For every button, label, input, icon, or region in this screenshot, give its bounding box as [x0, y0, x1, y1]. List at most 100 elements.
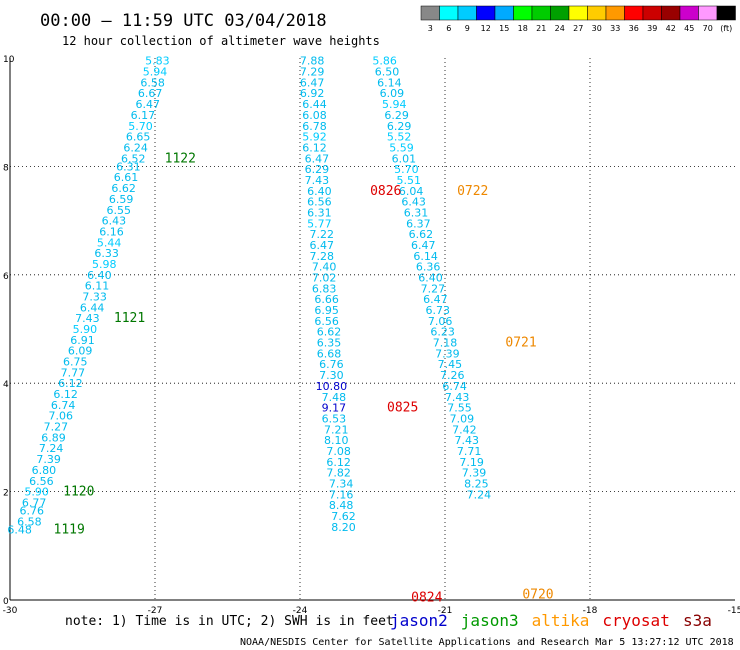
data-point: 5.94 [382, 98, 407, 111]
legend-label: 12 [481, 24, 491, 33]
data-point: 7.08 [326, 445, 351, 458]
x-tick-label: -15 [728, 606, 740, 616]
x-tick-label: -18 [583, 606, 598, 616]
data-point: 5.51 [397, 174, 422, 187]
data-point: 6.40 [307, 185, 332, 198]
y-tick-label: 2 [3, 489, 9, 499]
data-point: 5.70 [394, 163, 419, 176]
data-point: 7.21 [324, 423, 349, 436]
legend-swatch [568, 5, 588, 21]
note-text: note: 1) Time is in UTC; 2) SWH is in fe… [65, 614, 394, 629]
data-point: 6.31 [116, 160, 141, 173]
legend-swatch [624, 5, 644, 21]
data-point: 6.40 [418, 272, 443, 285]
legend-label: 45 [684, 24, 694, 33]
data-point: 5.90 [73, 323, 98, 336]
data-point: 6.77 [22, 496, 47, 509]
y-tick-label: 8 [3, 163, 9, 173]
legend-label: 70 [703, 24, 713, 33]
data-point: 7.28 [310, 250, 335, 263]
legend-label: 21 [536, 24, 546, 33]
data-point: 7.22 [310, 228, 335, 241]
data-point: 6.14 [377, 76, 402, 89]
data-point: 7.43 [445, 391, 470, 404]
time-label: 0722 [457, 184, 488, 199]
data-point: 6.37 [406, 217, 431, 230]
data-point: 6.47 [423, 293, 448, 306]
legend-swatch [679, 5, 699, 21]
data-point: 7.16 [329, 488, 354, 501]
data-points: 6.486.586.766.775.906.566.807.397.246.89… [7, 55, 491, 537]
y-tick-label: 6 [3, 272, 9, 282]
data-point: 6.12 [302, 141, 327, 154]
legend-label: 27 [573, 24, 583, 33]
legend-swatch [513, 5, 533, 21]
color-scale-legend: 3 6 9 12 15 18 21 24 27 30 33 36 39 42 45 70 (ft) [420, 5, 736, 33]
legend-swatch [698, 5, 718, 21]
time-label: 0721 [505, 336, 536, 351]
time-label: 0824 [411, 590, 442, 605]
satellite-name: jason2 [390, 611, 448, 630]
y-tick-label: 10 [3, 55, 15, 65]
data-point: 7.18 [433, 337, 458, 350]
data-point: 7.34 [329, 477, 354, 490]
x-tick-label: -21 [438, 606, 453, 616]
data-point: 6.09 [68, 345, 93, 358]
data-point: 5.52 [387, 131, 412, 144]
time-label: 0825 [387, 401, 418, 416]
data-point: 6.47 [310, 239, 335, 252]
data-point: 6.76 [20, 505, 45, 518]
x-tick-label: -30 [3, 606, 18, 616]
satellite-name: jason3 [461, 611, 519, 630]
data-point: 5.98 [92, 258, 117, 271]
data-point: 6.12 [58, 377, 83, 390]
data-point: 6.59 [109, 193, 134, 206]
data-point: 6.75 [63, 356, 88, 369]
data-point: 6.74 [51, 399, 76, 412]
time-label: 0826 [370, 184, 401, 199]
data-point: 6.73 [426, 304, 451, 317]
data-point: 6.33 [94, 247, 119, 260]
data-point: 8.25 [464, 477, 489, 490]
data-point: 6.78 [302, 120, 327, 133]
data-point: 6.83 [312, 282, 337, 295]
data-point: 6.12 [53, 388, 78, 401]
data-point: 7.24 [467, 488, 492, 501]
data-point: 5.59 [389, 141, 414, 154]
time-label: 1122 [165, 151, 196, 166]
legend-swatch [457, 5, 477, 21]
legend-swatch [439, 5, 459, 21]
data-point: 6.31 [404, 206, 429, 219]
data-point: 6.14 [413, 250, 438, 263]
data-point: 7.33 [82, 290, 107, 303]
data-point: 6.67 [138, 87, 163, 100]
legend-label: 42 [666, 24, 676, 33]
data-point: 5.86 [372, 55, 397, 68]
data-point: 5.90 [24, 486, 49, 499]
legend-swatch [661, 5, 681, 21]
grid-lines [10, 58, 735, 600]
data-point: 6.65 [126, 131, 151, 144]
data-point: 5.44 [97, 236, 122, 249]
data-point: 6.53 [322, 412, 347, 425]
legend-label: (ft) [720, 24, 732, 33]
data-point: 6.89 [41, 431, 66, 444]
data-point: 6.11 [85, 280, 110, 293]
satellite-legend: jason2 jason3 altika cryosat s3a [390, 611, 712, 630]
data-point: 6.35 [317, 337, 342, 350]
data-point: 7.19 [459, 456, 484, 469]
data-point: 7.48 [322, 391, 347, 404]
time-label: 1121 [114, 311, 145, 326]
legend-swatch [716, 5, 736, 21]
data-point: 10.80 [316, 380, 348, 393]
legend-swatch [420, 5, 440, 21]
data-point: 6.44 [302, 98, 327, 111]
x-tick-label: -24 [293, 606, 308, 616]
data-point: 6.74 [442, 380, 467, 393]
data-point: 6.55 [107, 204, 132, 217]
legend-swatch [550, 5, 570, 21]
legend-swatch [494, 5, 514, 21]
data-point: 6.31 [307, 206, 332, 219]
plot-frame [9, 58, 735, 601]
data-point: 7.45 [438, 358, 463, 371]
